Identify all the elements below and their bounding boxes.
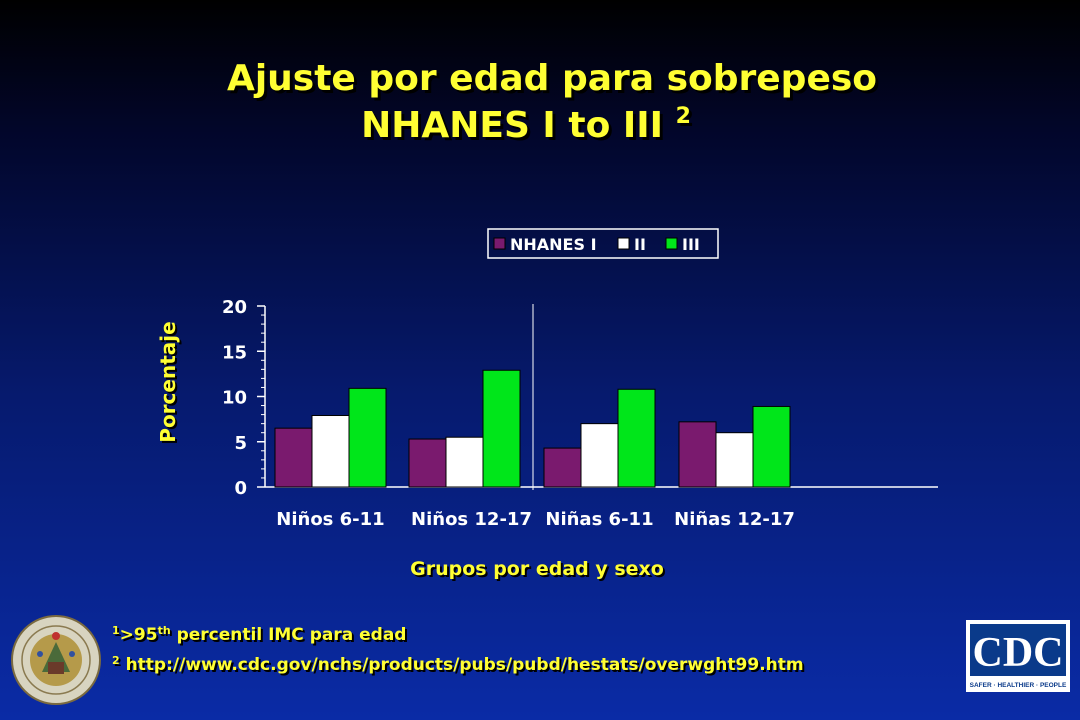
bar [274,427,313,488]
slide-title-line1: Ajuste por edad para sobrepeso [226,58,878,99]
footnote-1-text: percentil IMC para edad [170,625,407,645]
bar [678,421,717,488]
title-line2-text: NHANES I to III [361,105,664,146]
x-category-label: Niños 12-17 [411,509,532,530]
bar [482,369,521,488]
x-category-label: Niñas 6-11 [545,509,653,530]
legend-swatch [617,237,630,250]
bar [348,387,387,488]
bar [311,415,350,488]
y-axis-label: Porcentaje [156,321,180,442]
y-tick-label: 20 [222,297,247,318]
bar [715,432,754,488]
bar [580,423,619,488]
x-category-label: Niñas 12-17 [674,509,795,530]
y-tick-label: 5 [234,433,247,454]
title-footnote-ref: 2 [675,104,691,129]
y-tick-label: 15 [222,342,247,363]
legend-entry: II [634,235,646,254]
footnotes: 1>95th percentil IMC para edad 2 http://… [112,618,804,678]
university-seal-logo [11,615,101,705]
legend-swatch [665,237,678,250]
footnote-1-marker: 1 [112,624,120,637]
legend-swatch [493,237,506,250]
bar [617,388,656,488]
x-category-label: Niños 6-11 [276,509,384,530]
legend-entry: NHANES I [510,235,597,254]
slide-title-line2: NHANES I to III 2 [0,104,1066,146]
bar [445,436,484,488]
y-axis-label-shadow: Porcentaje [158,323,182,444]
cdc-logo: CDC SAFER · HEALTHIER · PEOPLE [966,620,1070,692]
x-axis-label: Grupos por edad y sexo [410,558,664,580]
footnote-2-url[interactable]: http://www.cdc.gov/nchs/products/pubs/pu… [119,655,804,675]
legend-entry: III [682,235,700,254]
bar [408,438,447,488]
y-tick-label: 0 [234,478,247,499]
cdc-logo-tagline: SAFER · HEALTHIER · PEOPLE [970,682,1067,689]
footnote-1-prefix: >95 [119,625,158,645]
footnote-2: 2 http://www.cdc.gov/nchs/products/pubs/… [112,648,804,678]
bar [752,405,791,488]
footnote-2-marker: 2 [112,654,120,667]
cdc-logo-text: CDC [973,630,1064,676]
legend-box [487,228,719,259]
bar [543,447,582,488]
footnote-1: 1>95th percentil IMC para edad [112,618,804,648]
x-axis-label-shadow: Grupos por edad y sexo [412,560,666,582]
y-tick-label: 10 [222,388,247,409]
footnote-1-th: th [157,624,171,637]
